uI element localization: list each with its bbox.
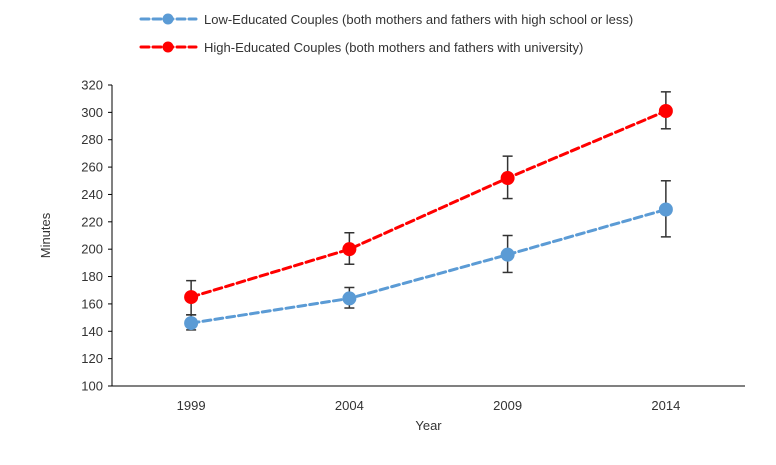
- legend-marker: [162, 13, 174, 25]
- x-tick-label: 2014: [651, 398, 680, 413]
- series-1: [184, 180, 673, 331]
- data-point: [342, 242, 357, 257]
- y-tick-label: 300: [81, 105, 103, 120]
- y-tick-label: 320: [81, 78, 103, 93]
- x-tick-label: 2004: [335, 398, 364, 413]
- y-tick-label: 260: [81, 160, 103, 175]
- legend-item: Low-Educated Couples (both mothers and f…: [139, 12, 633, 27]
- x-tick-label: 1999: [177, 398, 206, 413]
- y-tick-label: 240: [81, 187, 103, 202]
- y-tick-label: 180: [81, 269, 103, 284]
- y-tick-label: 220: [81, 214, 103, 229]
- y-tick-label: 140: [81, 324, 103, 339]
- data-point: [184, 290, 199, 305]
- data-point: [342, 291, 357, 306]
- legend-item: High-Educated Couples (both mothers and …: [139, 40, 583, 55]
- legend-label: High-Educated Couples (both mothers and …: [204, 40, 583, 55]
- y-axis-title: Minutes: [38, 212, 53, 258]
- series-2: [184, 91, 673, 316]
- data-point: [658, 103, 673, 118]
- y-tick-label: 280: [81, 132, 103, 147]
- series-layer: [184, 91, 673, 331]
- data-point: [500, 171, 515, 186]
- legend-marker: [162, 41, 174, 53]
- x-axis-title: Year: [415, 418, 442, 433]
- x-axis-ticks: 1999 2004 2009 2014: [177, 398, 681, 413]
- y-tick-label: 160: [81, 296, 103, 311]
- x-tick-label: 2009: [493, 398, 522, 413]
- y-axis-ticks: 100 120 140 160 180 200 220 240 260 280 300 320: [81, 78, 112, 394]
- y-tick-label: 100: [81, 379, 103, 394]
- series-line: [189, 109, 668, 299]
- y-tick-label: 120: [81, 351, 103, 366]
- data-point: [184, 316, 199, 331]
- data-point: [658, 202, 673, 217]
- series-line: [189, 208, 668, 325]
- legend-label: Low-Educated Couples (both mothers and f…: [204, 12, 633, 27]
- data-point: [500, 247, 515, 262]
- legend: Low-Educated Couples (both mothers and f…: [139, 12, 633, 55]
- y-tick-label: 200: [81, 242, 103, 257]
